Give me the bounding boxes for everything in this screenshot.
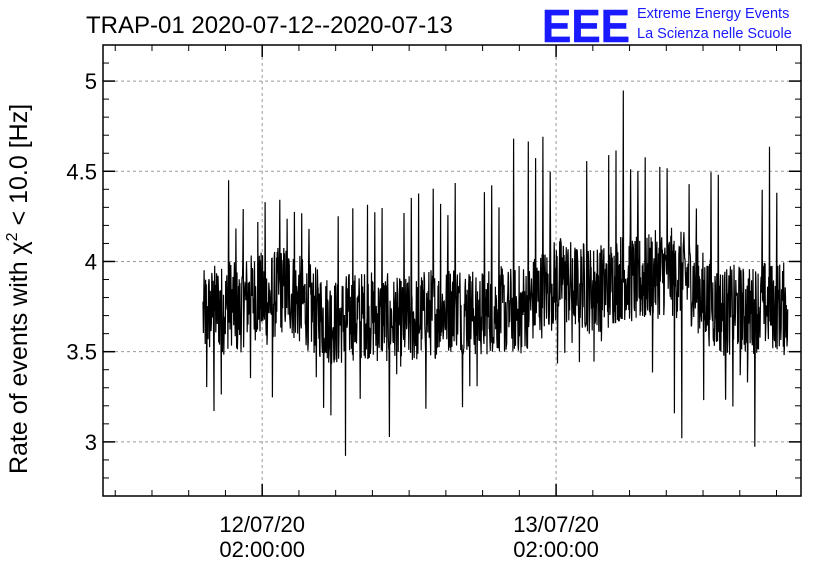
logo-mark: EEE	[542, 0, 630, 52]
x-tick-date: 12/07/20	[219, 512, 305, 537]
x-tick-time: 02:00:00	[513, 537, 599, 562]
y-axis-label-sup: 2	[4, 232, 21, 241]
rate-series-line	[202, 90, 789, 456]
grid-lines	[103, 45, 801, 496]
x-tick-date: 13/07/20	[513, 512, 599, 537]
chart-title: TRAP-01 2020-07-12--2020-07-13	[86, 12, 453, 39]
y-tick-label: 3.5	[66, 340, 97, 365]
logo-line-2: La Scienza nelle Scuole	[637, 26, 792, 42]
y-axis-label-prefix: Rate of events with χ	[5, 241, 33, 474]
y-tick-label: 4.5	[66, 159, 97, 184]
eee-logo: EEE Extreme Energy Events La Scienza nel…	[542, 0, 792, 52]
axis-ticks	[103, 44, 801, 497]
y-axis-label: Rate of events with χ2 < 10.0 [Hz]	[4, 104, 33, 474]
y-tick-label: 3	[85, 430, 97, 455]
plot-frame	[102, 44, 802, 497]
series-group	[202, 90, 789, 456]
x-tick-time: 02:00:00	[219, 537, 305, 562]
y-tick-label: 4	[85, 249, 97, 274]
logo-line-1: Extreme Energy Events	[637, 6, 789, 22]
y-tick-labels: 3 3.5 4 4.5 5	[66, 69, 97, 455]
y-axis-label-suffix: < 10.0 [Hz]	[5, 104, 33, 233]
y-tick-label: 5	[85, 69, 97, 94]
